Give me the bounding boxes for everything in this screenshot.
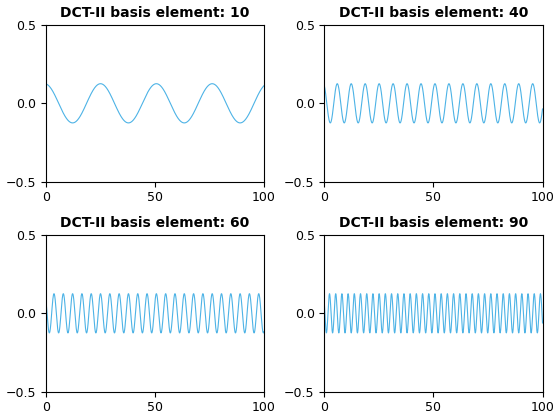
Title: DCT-II basis element: 40: DCT-II basis element: 40 bbox=[339, 5, 528, 20]
Title: DCT-II basis element: 60: DCT-II basis element: 60 bbox=[60, 215, 249, 230]
Title: DCT-II basis element: 10: DCT-II basis element: 10 bbox=[60, 5, 250, 20]
Title: DCT-II basis element: 90: DCT-II basis element: 90 bbox=[339, 215, 528, 230]
